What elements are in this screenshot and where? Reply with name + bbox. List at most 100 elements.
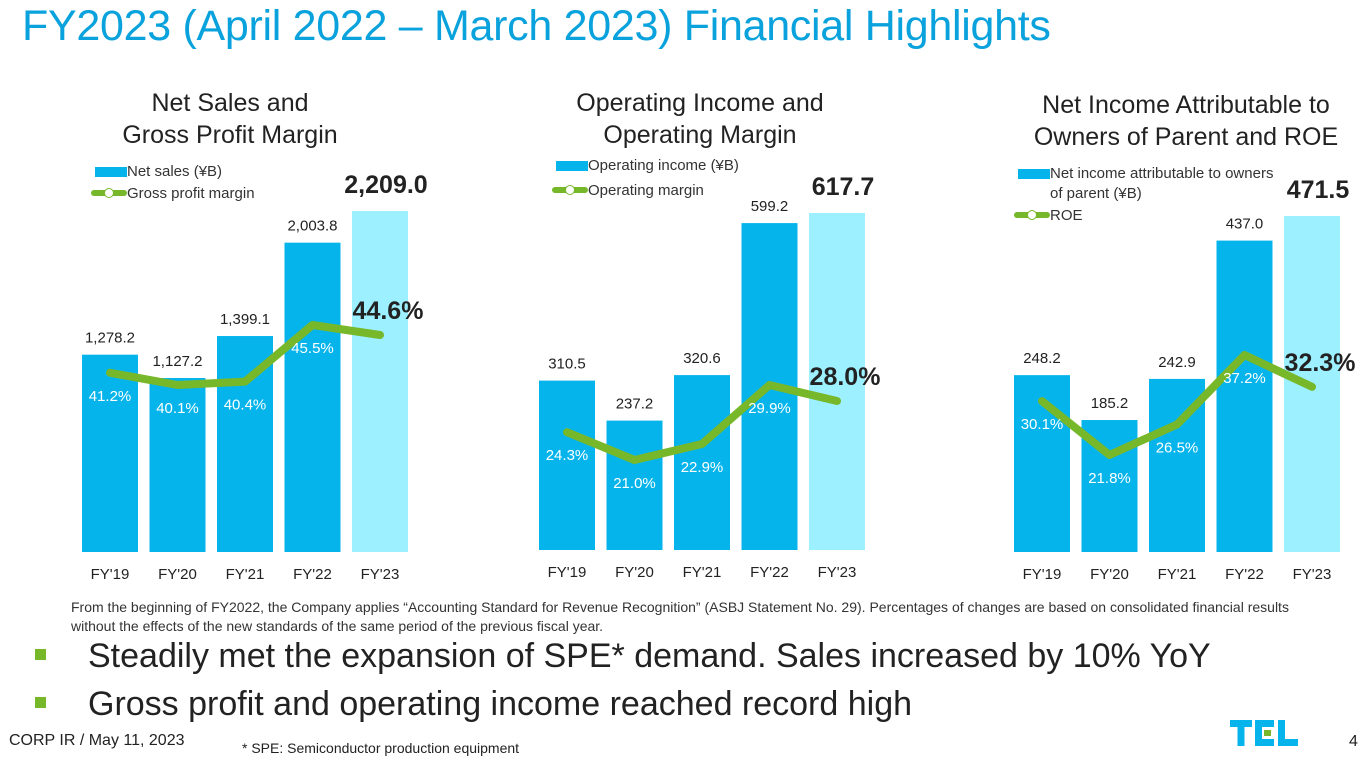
bar-value-label: 2,209.0 xyxy=(344,171,427,199)
bar-swatch-icon xyxy=(1018,169,1050,179)
accounting-footnote: From the beginning of FY2022, the Compan… xyxy=(71,599,1289,634)
line-value-label: 37.2% xyxy=(1223,370,1266,387)
line-value-label: 30.1% xyxy=(1021,416,1064,433)
chart-legend: Operating income (¥B) Operating margin xyxy=(552,157,739,204)
bullet-square-icon xyxy=(35,648,46,660)
legend-item-bar: Operating income (¥B) xyxy=(556,157,739,179)
operating-income-chart: Operating Income and Operating Margin Op… xyxy=(476,85,916,590)
line-marker-icon xyxy=(552,182,588,200)
legend-item-bar: Net income attributable to owners xyxy=(1018,165,1273,185)
x-tick-label: FY'19 xyxy=(1023,566,1062,583)
bullet-text: Gross profit and operating income reache… xyxy=(88,685,913,723)
tel-logo-icon xyxy=(1230,718,1302,755)
x-tick-label: FY'23 xyxy=(361,566,400,583)
chart-legend: Net sales (¥B) Gross profit margin xyxy=(91,163,255,207)
legend-item-line: ROE xyxy=(1014,207,1273,229)
bar-swatch-icon xyxy=(556,161,588,171)
chart-legend: Net income attributable to owners of par… xyxy=(1014,165,1273,229)
legend-label: ROE xyxy=(1050,207,1083,224)
bar-value-label: 2,003.8 xyxy=(287,218,337,235)
slide-title: FY2023 (April 2022 – March 2023) Financi… xyxy=(22,2,1051,50)
chart-title-line: Operating Margin xyxy=(603,121,797,149)
line-value-label: 28.0% xyxy=(810,363,881,391)
x-tick-label: FY'19 xyxy=(548,564,587,581)
bar-value-label: 320.6 xyxy=(683,350,721,367)
chart-title: Net Income Attributable to Owners of Par… xyxy=(966,89,1371,153)
bar-value-label: 437.0 xyxy=(1226,216,1264,233)
line-value-label: 41.2% xyxy=(89,388,132,405)
footer-spe-note: * SPE: Semiconductor production equipmen… xyxy=(242,740,520,756)
line-value-label: 24.3% xyxy=(546,447,589,464)
bar xyxy=(674,375,730,550)
line-marker-icon xyxy=(91,185,127,203)
chart-title-line: Owners of Parent and ROE xyxy=(1033,123,1339,151)
legend-item-bar-cont: of parent (¥B) xyxy=(1018,185,1273,207)
x-tick-label: FY'21 xyxy=(1158,566,1197,583)
line-value-label: 45.5% xyxy=(291,340,334,357)
x-tick-label: FY'23 xyxy=(1293,566,1332,583)
x-tick-label: FY'21 xyxy=(226,566,265,583)
bar xyxy=(217,336,273,552)
legend-label: Net sales (¥B) xyxy=(127,163,223,180)
net-sales-chart: Net Sales and Gross Profit Margin Net sa… xyxy=(20,85,460,590)
net-income-chart: Net Income Attributable to Owners of Par… xyxy=(952,85,1371,590)
bar xyxy=(1216,240,1273,552)
chart-title: Operating Income and Operating Margin xyxy=(480,87,920,151)
chart-plot: FY'19 248.2 FY'20 185.2 FY'21 242.9 FY'22 437.0… xyxy=(1014,176,1356,583)
chart-title: Net Sales and Gross Profit Margin xyxy=(10,87,450,151)
line-value-label: 40.4% xyxy=(224,397,267,414)
margin-line xyxy=(1038,351,1316,459)
bar-value-label: 242.9 xyxy=(1158,354,1196,371)
x-tick-label: FY'21 xyxy=(683,564,722,581)
bar xyxy=(539,380,595,550)
margin-line xyxy=(106,321,384,389)
bar-value-label: 248.2 xyxy=(1023,350,1061,367)
bar xyxy=(82,354,138,552)
chart-title-line: Net Income Attributable to xyxy=(1042,91,1330,119)
legend-item-line: Gross profit margin xyxy=(91,185,255,207)
line-value-label: 26.5% xyxy=(1156,439,1199,456)
chart-title-line: Net Sales and xyxy=(151,89,309,117)
x-tick-label: FY'20 xyxy=(158,566,197,583)
chart-title-line: Gross Profit Margin xyxy=(122,121,338,149)
chart-title-line: Operating Income and xyxy=(576,89,824,117)
x-tick-label: FY'22 xyxy=(293,566,332,583)
bullet-text: Steadily met the expansion of SPE* deman… xyxy=(88,637,1211,675)
bullet-item: Gross profit and operating income reache… xyxy=(35,685,912,724)
line-value-label: 22.9% xyxy=(681,459,724,476)
legend-label: Operating income (¥B) xyxy=(588,157,739,174)
bar xyxy=(284,242,341,552)
bullet-square-icon xyxy=(35,696,46,708)
x-tick-label: FY'23 xyxy=(818,564,857,581)
bar-value-label: 237.2 xyxy=(616,396,654,413)
bar xyxy=(809,213,865,550)
bar-swatch-icon xyxy=(95,167,127,177)
bullet-item: Steadily met the expansion of SPE* deman… xyxy=(35,637,1211,676)
line-value-label: 29.9% xyxy=(748,400,791,417)
chart-plot: FY'19 310.5 FY'20 237.2 FY'21 320.6 FY'22 599.2… xyxy=(539,173,881,581)
line-value-label: 40.1% xyxy=(156,400,199,417)
bar-value-label: 1,278.2 xyxy=(85,330,135,347)
line-value-label: 21.8% xyxy=(1088,470,1131,487)
bar-value-label: 310.5 xyxy=(548,356,586,373)
bar xyxy=(149,377,206,552)
bar-value-label: 599.2 xyxy=(751,198,789,215)
legend-label: Net income attributable to owners xyxy=(1050,165,1274,182)
bar-value-label: 471.5 xyxy=(1287,176,1350,204)
legend-item-line: Operating margin xyxy=(552,182,739,204)
bar xyxy=(606,420,663,550)
chart-plot: FY'19 1,278.2 FY'20 1,127.2 FY'21 1,399.1 FY'2… xyxy=(82,171,428,583)
margin-line xyxy=(563,381,841,464)
x-tick-label: FY'19 xyxy=(91,566,130,583)
line-value-label: 32.3% xyxy=(1285,349,1356,377)
line-value-label: 44.6% xyxy=(353,297,424,325)
legend-label: Operating margin xyxy=(588,182,704,199)
bar-value-label: 1,127.2 xyxy=(152,353,202,370)
x-tick-label: FY'22 xyxy=(750,564,789,581)
legend-label: Gross profit margin xyxy=(127,185,255,202)
line-value-label: 21.0% xyxy=(613,475,656,492)
page-number: 4 xyxy=(1349,733,1358,750)
legend-item-bar: Net sales (¥B) xyxy=(95,163,255,185)
x-tick-label: FY'20 xyxy=(615,564,654,581)
x-tick-label: FY'20 xyxy=(1090,566,1129,583)
